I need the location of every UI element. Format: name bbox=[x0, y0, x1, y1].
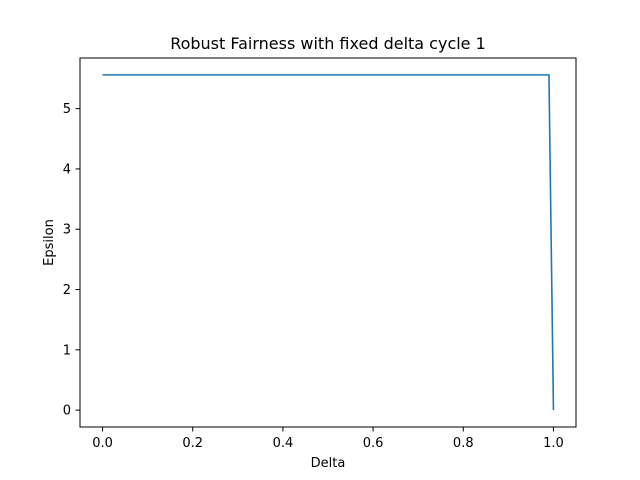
y-tick-label: 1 bbox=[63, 343, 71, 358]
x-tick-label: 0.0 bbox=[92, 436, 113, 451]
x-tick-label: 0.6 bbox=[363, 436, 384, 451]
y-tick-label: 5 bbox=[63, 102, 71, 117]
x-axis-label: Delta bbox=[311, 456, 346, 471]
x-tick-label: 0.4 bbox=[273, 436, 294, 451]
chart-title: Robust Fairness with fixed delta cycle 1 bbox=[170, 34, 486, 53]
plot-area bbox=[102, 74, 555, 411]
x-tick-label: 1.0 bbox=[543, 436, 564, 451]
x-axis: 0.0 0.2 0.4 0.6 0.8 1.0 bbox=[92, 427, 564, 451]
y-tick-label: 4 bbox=[63, 162, 71, 177]
y-tick-label: 3 bbox=[63, 223, 71, 238]
series-line-0 bbox=[102, 74, 555, 411]
y-tick-label: 0 bbox=[63, 404, 71, 419]
x-tick-label: 0.2 bbox=[182, 436, 203, 451]
x-tick-label: 0.8 bbox=[453, 436, 474, 451]
y-axis-label: Epsilon bbox=[42, 219, 57, 266]
y-tick-label: 2 bbox=[63, 283, 71, 298]
axes-frame bbox=[79, 57, 577, 428]
y-axis: 0 1 2 3 4 5 bbox=[63, 102, 80, 419]
